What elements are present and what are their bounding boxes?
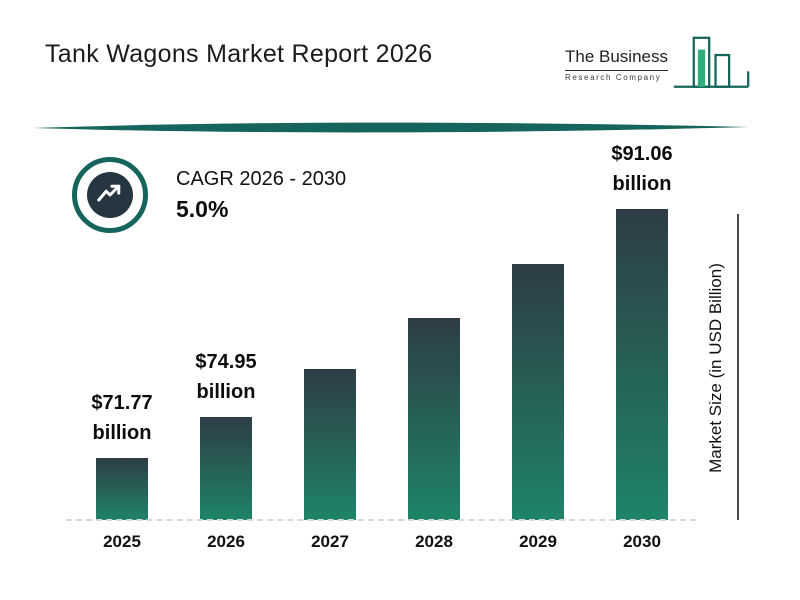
page-title: Tank Wagons Market Report 2026 (45, 40, 433, 68)
y-axis-line (737, 214, 739, 520)
x-tick-label-2026: 2026 (207, 532, 245, 551)
bar-group-2030: $91.06 billion 2030 (590, 130, 694, 551)
bar-group-2026: $74.95 billion 2026 (174, 130, 278, 551)
logo-subname: Research Company (565, 73, 662, 82)
logo-underline (565, 70, 668, 71)
bar-group-2027: 2027 (278, 130, 382, 551)
cagr-value: 5.0% (176, 195, 229, 222)
cagr-texts: CAGR 2026 - 2030 5.0% (176, 168, 346, 223)
bar-group-2029: 2029 (486, 130, 590, 551)
x-tick-label-2027: 2027 (311, 532, 349, 551)
x-tick-label-2029: 2029 (519, 532, 557, 551)
bar-2026 (200, 417, 252, 520)
bar-value-label-2030: $91.06 billion (611, 143, 673, 195)
bar-group-2028: 2028 (382, 130, 486, 551)
bar-2029 (512, 264, 564, 520)
chart-baseline (66, 519, 696, 521)
cagr-badge (72, 157, 148, 233)
company-logo: The Business Research Company (565, 34, 750, 96)
cagr-block: CAGR 2026 - 2030 5.0% (72, 157, 346, 233)
bar-2028 (408, 318, 460, 520)
bar-chart: $71.77 billion 2025 $74.95 billion 2026 2027 20… (70, 130, 694, 551)
x-tick-label-2025: 2025 (103, 532, 141, 551)
logo-name: The Business (565, 47, 668, 66)
logo-text: The Business Research Company (565, 47, 668, 82)
bar-2025 (96, 458, 148, 520)
cagr-label: CAGR 2026 - 2030 (176, 167, 347, 190)
bar-group-2025: $71.77 billion 2025 (70, 130, 174, 551)
x-tick-label-2028: 2028 (415, 532, 453, 551)
divider-swoosh (33, 122, 749, 133)
x-tick-label-2030: 2030 (623, 532, 661, 551)
trend-up-arrow-icon (87, 172, 133, 218)
y-axis-label: Market Size (in USD Billion) (706, 263, 725, 473)
bar-value-label-2026: $74.95 billion (195, 351, 257, 403)
bar-value-label-2025: $71.77 billion (91, 392, 153, 444)
bar-2027 (304, 369, 356, 520)
logo-bars-icon (673, 36, 750, 88)
bar-2030 (616, 209, 668, 520)
